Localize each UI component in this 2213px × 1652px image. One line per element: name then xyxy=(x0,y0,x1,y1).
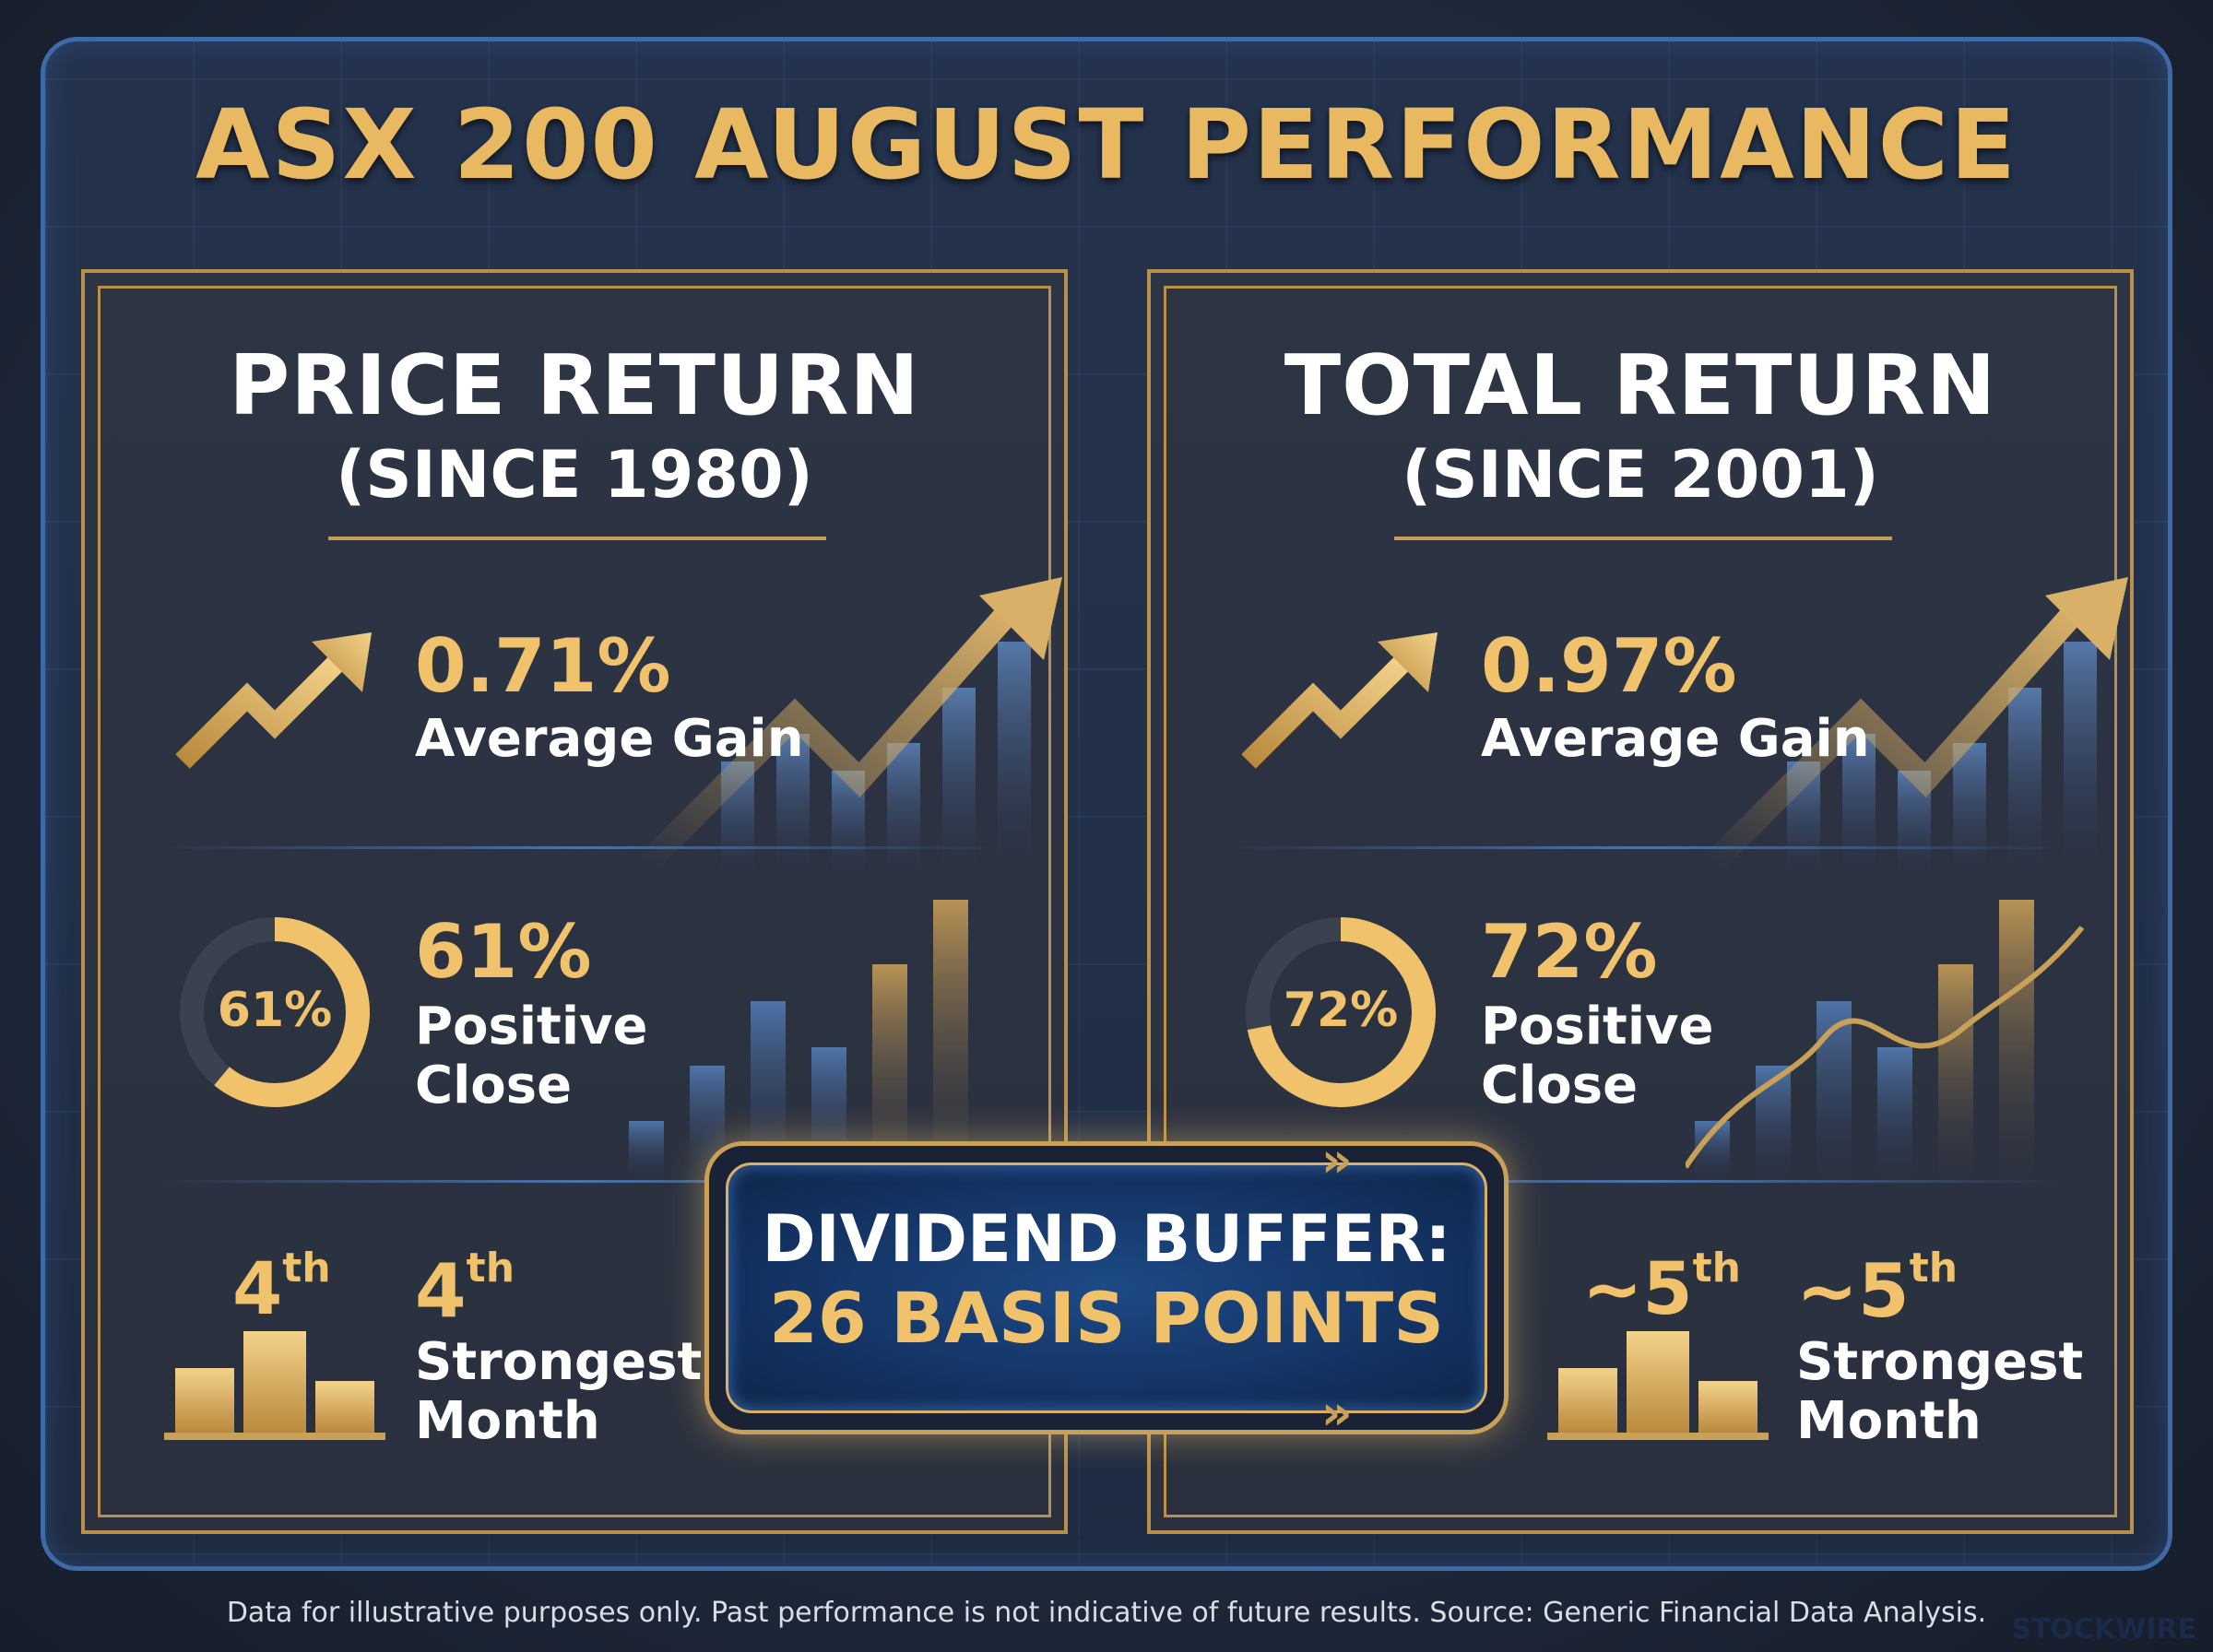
trend-up-arrow-icon xyxy=(175,632,372,769)
ring-progress-arc xyxy=(1246,917,1436,1107)
ring-value: 72% xyxy=(1283,983,1399,1038)
chevron-right-icon: » xyxy=(1321,1386,1352,1441)
panel-heading: PRICE RETURN xyxy=(229,337,920,434)
rank-badge: 4th xyxy=(232,1245,331,1331)
rank-label-1: Strongest xyxy=(415,1332,703,1392)
row-divider xyxy=(159,846,998,849)
rank-label-1: Strongest xyxy=(1796,1332,2084,1392)
growth-chart-icon xyxy=(638,577,1062,881)
panel-subheading: (SINCE 2001) xyxy=(1402,437,1879,513)
rank-value: 4th xyxy=(415,1245,515,1334)
brand-logo: STOCKWIRE xyxy=(2011,1613,2196,1646)
dividend-buffer-badge: » » DIVIDEND BUFFER: 26 BASIS POINTS xyxy=(704,1133,1509,1441)
average-gain-value: 0.71% xyxy=(415,623,671,709)
positive-close-label-1: Positive xyxy=(1481,997,1714,1056)
row-divider xyxy=(159,1180,998,1183)
rank-label-2: Month xyxy=(415,1391,600,1451)
positive-close-label-2: Close xyxy=(1481,1056,1639,1115)
average-gain-value: 0.97% xyxy=(1481,623,1737,709)
positive-close-label-2: Close xyxy=(415,1056,573,1115)
progress-ring-icon xyxy=(180,917,370,1107)
trend-up-arrow-icon xyxy=(1241,632,1438,769)
row-divider xyxy=(1225,846,2064,849)
rank-value: ~5th xyxy=(1796,1245,1959,1334)
ring-value: 61% xyxy=(217,983,333,1038)
ring-progress-arc xyxy=(180,917,370,1107)
growth-chart-icon xyxy=(1704,577,2128,881)
positive-close-value: 61% xyxy=(415,909,592,995)
heading-divider xyxy=(1394,537,1892,540)
bar-chart-icon xyxy=(629,900,968,1176)
row-divider xyxy=(1225,1180,2064,1183)
podium-icon xyxy=(164,1331,385,1440)
buffer-line-1: DIVIDEND BUFFER: xyxy=(762,1201,1451,1277)
rank-badge: ~5th xyxy=(1582,1245,1741,1331)
progress-ring-icon xyxy=(1246,917,1436,1107)
heading-divider xyxy=(328,537,826,540)
bar-chart-icon xyxy=(1686,900,2085,1176)
positive-close-label-1: Positive xyxy=(415,997,648,1056)
rank-label-2: Month xyxy=(1796,1391,1982,1451)
chevron-right-icon: » xyxy=(1321,1133,1352,1188)
average-gain-label: Average Gain xyxy=(1481,709,1870,769)
page-title: ASX 200 AUGUST PERFORMANCE xyxy=(195,88,2018,201)
buffer-line-2: 26 BASIS POINTS xyxy=(769,1277,1444,1359)
positive-close-value: 72% xyxy=(1481,909,1658,995)
panel-heading: TOTAL RETURN xyxy=(1284,337,1997,434)
disclaimer-footer: Data for illustrative purposes only. Pas… xyxy=(226,1597,1987,1629)
panel-subheading: (SINCE 1980) xyxy=(336,437,813,513)
podium-icon xyxy=(1547,1331,1769,1440)
average-gain-label: Average Gain xyxy=(415,709,804,769)
